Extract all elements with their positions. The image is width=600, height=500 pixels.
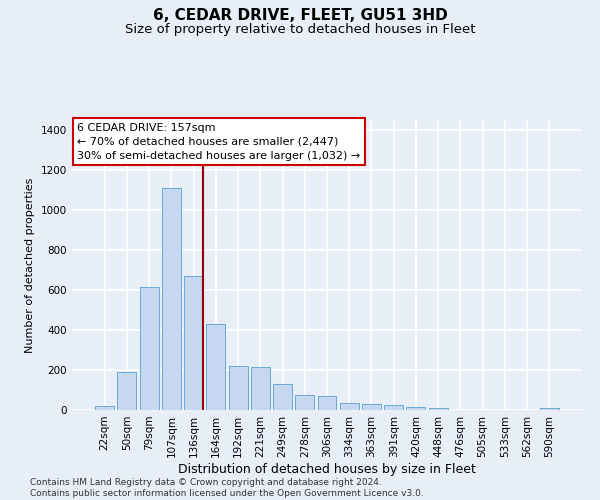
- Bar: [295, 395, 314, 410]
- Bar: [140, 287, 158, 410]
- Bar: [384, 405, 403, 410]
- Bar: [429, 408, 448, 410]
- Text: Size of property relative to detached houses in Fleet: Size of property relative to detached ho…: [125, 22, 475, 36]
- Bar: [340, 403, 359, 410]
- Bar: [118, 372, 136, 410]
- Y-axis label: Number of detached properties: Number of detached properties: [25, 178, 35, 352]
- Bar: [273, 384, 292, 410]
- Text: 6 CEDAR DRIVE: 157sqm
← 70% of detached houses are smaller (2,447)
30% of semi-d: 6 CEDAR DRIVE: 157sqm ← 70% of detached …: [77, 123, 361, 161]
- Bar: [95, 406, 114, 410]
- Text: Contains HM Land Registry data © Crown copyright and database right 2024.
Contai: Contains HM Land Registry data © Crown c…: [30, 478, 424, 498]
- Bar: [229, 366, 248, 410]
- Text: 6, CEDAR DRIVE, FLEET, GU51 3HD: 6, CEDAR DRIVE, FLEET, GU51 3HD: [152, 8, 448, 22]
- Bar: [206, 324, 225, 410]
- X-axis label: Distribution of detached houses by size in Fleet: Distribution of detached houses by size …: [178, 462, 476, 475]
- Bar: [406, 407, 425, 410]
- Bar: [317, 396, 337, 410]
- Bar: [540, 408, 559, 410]
- Bar: [362, 404, 381, 410]
- Bar: [162, 188, 181, 410]
- Bar: [184, 276, 203, 410]
- Bar: [251, 367, 270, 410]
